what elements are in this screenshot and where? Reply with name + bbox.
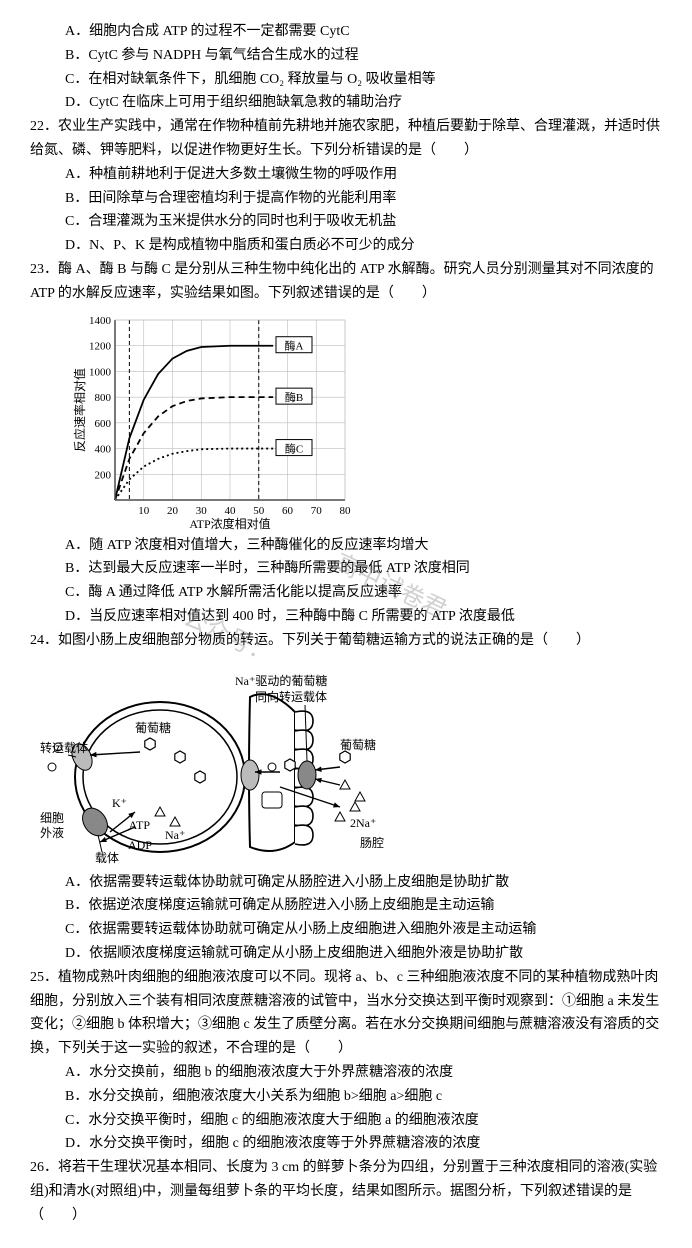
q25-opt-d: D．水分交换平衡时，细胞 c 的细胞液浓度等于外界蔗糖溶液的浓度 bbox=[30, 1132, 662, 1156]
q23-opt-b: B．达到最大反应速率一半时，三种酶所需要的最低 ATP 浓度相同 bbox=[30, 557, 662, 581]
svg-text:反应速率相对值: 反应速率相对值 bbox=[72, 368, 87, 452]
q21-opt-c: C．在相对缺氧条件下，肌细胞 CO₂ 释放量与 O₂ 吸收量相等 bbox=[30, 68, 662, 92]
q25-opt-b: B．水分交换前，细胞液浓度大小关系为细胞 b>细胞 a>细胞 c bbox=[30, 1085, 662, 1109]
q26-stem: 26．将若干生理状况基本相同、长度为 3 cm 的鲜萝卜条分为四组，分别置于三种… bbox=[30, 1156, 662, 1227]
svg-text:60: 60 bbox=[282, 505, 294, 517]
svg-text:ATP浓度相对值: ATP浓度相对值 bbox=[189, 516, 270, 530]
q23-opt-a: A．随 ATP 浓度相对值增大，三种酶催化的反应速率均增大 bbox=[30, 534, 662, 558]
svg-text:酶B: 酶B bbox=[285, 391, 303, 404]
svg-text:50: 50 bbox=[253, 505, 265, 517]
svg-text:葡萄糖: 葡萄糖 bbox=[340, 737, 376, 752]
q24-opt-b: B．依据逆浓度梯度运输就可确定从肠腔进入小肠上皮细胞是主动运输 bbox=[30, 894, 662, 918]
q25-opt-c: C．水分交换平衡时，细胞 c 的细胞液浓度大于细胞 a 的细胞液浓度 bbox=[30, 1109, 662, 1133]
q25-stem: 25．植物成熟叶肉细胞的细胞液浓度可以不同。现将 a、b、c 三种细胞液浓度不同… bbox=[30, 966, 662, 1061]
svg-text:细胞: 细胞 bbox=[40, 811, 64, 825]
svg-text:载体: 载体 bbox=[95, 851, 119, 865]
svg-text:40: 40 bbox=[225, 505, 237, 517]
q22-opt-c: C．合理灌溉为玉米提供水分的同时也利于吸收无机盐 bbox=[30, 210, 662, 234]
svg-text:800: 800 bbox=[95, 392, 112, 404]
svg-text:ATP: ATP bbox=[129, 818, 151, 832]
q23-stem: 23．酶 A、酶 B 与酶 C 是分别从三种生物中纯化出的 ATP 水解酶。研究… bbox=[30, 258, 662, 306]
q22-opt-a: A．种植前耕地利于促进大多数土壤微生物的呼吸作用 bbox=[30, 163, 662, 187]
svg-text:酶C: 酶C bbox=[285, 442, 303, 455]
svg-text:Na⁺驱动的葡萄糖: Na⁺驱动的葡萄糖 bbox=[235, 673, 327, 688]
svg-text:K⁺: K⁺ bbox=[112, 796, 127, 810]
svg-text:600: 600 bbox=[95, 417, 112, 429]
q22-opt-b: B．田间除草与合理密植均利于提高作物的光能利用率 bbox=[30, 187, 662, 211]
svg-text:同向转运载体: 同向转运载体 bbox=[255, 689, 327, 704]
q21-opt-b: B．CytC 参与 NADPH 与氧气结合生成水的过程 bbox=[30, 44, 662, 68]
svg-text:1400: 1400 bbox=[89, 315, 112, 327]
q23-chart: 200 400 600 800 1000 1200 1400 10 20 30 40 50 60 70 80… bbox=[70, 310, 662, 530]
q23-opt-c: C．酶 A 通过降低 ATP 水解所需活化能以提高反应速率 bbox=[30, 581, 662, 605]
svg-text:20: 20 bbox=[167, 505, 179, 517]
q21-opt-d: D．CytC 在临床上可用于组织细胞缺氧急救的辅助治疗 bbox=[30, 91, 662, 115]
svg-text:酶A: 酶A bbox=[285, 339, 304, 352]
svg-text:1200: 1200 bbox=[89, 340, 112, 352]
svg-text:10: 10 bbox=[138, 505, 150, 517]
q21-opt-a: A．细胞内合成 ATP 的过程不一定都需要 CytC bbox=[30, 20, 662, 44]
q24-diagram: Na⁺驱动的葡萄糖同向转运载体葡萄糖葡萄糖转运载体K⁺Na⁺2Na⁺ATPADP… bbox=[40, 657, 662, 867]
svg-text:转运载体: 转运载体 bbox=[40, 740, 88, 755]
svg-text:200: 200 bbox=[95, 469, 112, 481]
svg-text:80: 80 bbox=[340, 505, 352, 517]
q25-opt-a: A．水分交换前，细胞 b 的细胞液浓度大于外界蔗糖溶液的浓度 bbox=[30, 1061, 662, 1085]
svg-text:1000: 1000 bbox=[89, 366, 112, 378]
svg-text:2Na⁺: 2Na⁺ bbox=[350, 816, 376, 830]
svg-text:30: 30 bbox=[196, 505, 208, 517]
svg-text:ADP: ADP bbox=[128, 838, 152, 852]
svg-text:Na⁺: Na⁺ bbox=[165, 828, 185, 842]
svg-text:肠腔: 肠腔 bbox=[360, 835, 384, 850]
svg-text:400: 400 bbox=[95, 443, 112, 455]
q24-opt-a: A．依据需要转运载体协助就可确定从肠腔进入小肠上皮细胞是协助扩散 bbox=[30, 871, 662, 895]
svg-text:70: 70 bbox=[311, 505, 323, 517]
svg-text:葡萄糖: 葡萄糖 bbox=[135, 720, 171, 735]
q24-stem: 24．如图小肠上皮细胞部分物质的转运。下列关于葡萄糖运输方式的说法正确的是（ ） bbox=[30, 629, 662, 653]
q24-opt-d: D．依据顺浓度梯度运输就可确定从小肠上皮细胞进入细胞外液是协助扩散 bbox=[30, 942, 662, 966]
svg-text:外液: 外液 bbox=[40, 825, 64, 840]
q23-opt-d: D．当反应速率相对值达到 400 时，三种酶中酶 C 所需要的 ATP 浓度最低 bbox=[30, 605, 662, 629]
q24-opt-c: C．依据需要转运载体协助就可确定从小肠上皮细胞进入细胞外液是主动运输 bbox=[30, 918, 662, 942]
q22-stem: 22．农业生产实践中，通常在作物种植前先耕地并施农家肥，种植后要勤于除草、合理灌… bbox=[30, 115, 662, 163]
q22-opt-d: D．N、P、K 是构成植物中脂质和蛋白质必不可少的成分 bbox=[30, 234, 662, 258]
